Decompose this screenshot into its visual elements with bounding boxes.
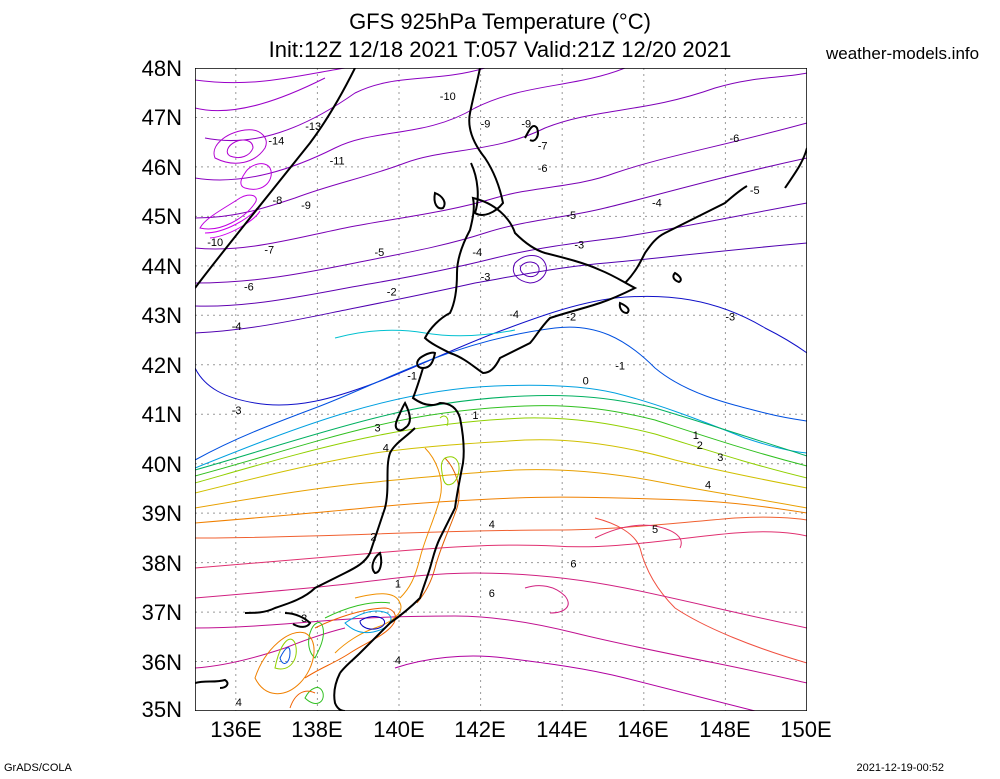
lat-label-36n: 36N bbox=[141, 650, 182, 675]
contour-label: -7 bbox=[538, 141, 548, 153]
contour-label: 5 bbox=[652, 524, 658, 536]
contour-label: 3 bbox=[717, 452, 723, 464]
contour-label: -5 bbox=[566, 210, 576, 222]
contour-label: -3 bbox=[574, 240, 584, 252]
contour-label: -3 bbox=[725, 311, 735, 323]
contour-label: -5 bbox=[375, 247, 385, 259]
lon-label-148e: 148E bbox=[699, 717, 751, 742]
lon-label-140e: 140E bbox=[373, 717, 425, 742]
contour-label: -4 bbox=[652, 198, 662, 210]
contour-label: 6 bbox=[570, 559, 576, 571]
chart-title: GFS 925hPa Temperature (°C) bbox=[349, 9, 651, 34]
grid-lines bbox=[195, 68, 807, 711]
lat-label-41n: 41N bbox=[141, 402, 182, 427]
lat-label-37n: 37N bbox=[141, 600, 182, 625]
contours-cold bbox=[195, 68, 807, 334]
contour-label: 3 bbox=[301, 613, 307, 625]
contour-label: 2 bbox=[370, 531, 376, 543]
lat-label-38n: 38N bbox=[141, 551, 182, 576]
contour-label: -7 bbox=[264, 245, 274, 257]
contour-label: -5 bbox=[750, 185, 760, 197]
contour-label: -10 bbox=[440, 91, 456, 103]
contours-warm bbox=[195, 395, 807, 664]
contour-label: 1 bbox=[472, 410, 478, 422]
lon-label-142e: 142E bbox=[454, 717, 506, 742]
contour-label: 4 bbox=[395, 655, 401, 667]
contours-honshu bbox=[254, 415, 460, 709]
contour-label: -14 bbox=[268, 136, 284, 148]
contour-label: -9 bbox=[481, 118, 491, 130]
lat-label-35n: 35N bbox=[141, 697, 182, 722]
contour-label: -4 bbox=[232, 321, 242, 333]
contour-label: 4 bbox=[236, 697, 242, 709]
contour-labels: -10-13-14-11-9 -9-7-6-6-8 -9-10-7-6-5-5-5-… bbox=[207, 91, 759, 709]
contour-label: -9 bbox=[301, 200, 311, 212]
lon-label-136e: 136E bbox=[210, 717, 262, 742]
contour-label: 4 bbox=[383, 442, 389, 454]
lat-label-44n: 44N bbox=[141, 254, 182, 279]
footer-grads-label: GrADS/COLA bbox=[4, 762, 72, 774]
contour-label: -8 bbox=[273, 195, 283, 207]
lat-label-43n: 43N bbox=[141, 303, 182, 328]
contour-label: 4 bbox=[705, 479, 711, 491]
lat-label-39n: 39N bbox=[141, 501, 182, 526]
contour-label: -2 bbox=[566, 311, 576, 323]
lat-label-46n: 46N bbox=[141, 155, 182, 180]
site-label: weather-models.info bbox=[826, 44, 980, 63]
contour-label: -4 bbox=[509, 309, 519, 321]
contour-label: -2 bbox=[387, 287, 397, 299]
contour-label: 2 bbox=[697, 440, 703, 452]
contour-label: -6 bbox=[730, 133, 740, 145]
contour-label: -3 bbox=[232, 405, 242, 417]
contour-label: -11 bbox=[330, 156, 345, 168]
contour-label: -1 bbox=[407, 371, 417, 383]
contour-label: -6 bbox=[538, 163, 548, 175]
contour-label: -13 bbox=[305, 121, 321, 133]
contours-hot bbox=[195, 524, 807, 711]
contour-label: -1 bbox=[615, 361, 625, 373]
contour-label: 1 bbox=[395, 578, 401, 590]
lon-label-150e: 150E bbox=[780, 717, 832, 742]
lat-label-47n: 47N bbox=[141, 105, 182, 130]
contour-label: 4 bbox=[489, 519, 495, 531]
contour-label: 3 bbox=[375, 423, 381, 435]
footer-timestamp: 2021-12-19-00:52 bbox=[856, 762, 944, 774]
lat-label-40n: 40N bbox=[141, 452, 182, 477]
contour-label: -3 bbox=[481, 272, 491, 284]
lat-label-45n: 45N bbox=[141, 204, 182, 229]
contour-label: 0 bbox=[583, 376, 589, 388]
contour-label: -6 bbox=[244, 282, 254, 294]
lon-label-146e: 146E bbox=[617, 717, 669, 742]
contour-label: -4 bbox=[472, 247, 482, 259]
contour-label: 6 bbox=[489, 588, 495, 600]
coastlines bbox=[195, 68, 807, 711]
chart-subtitle: Init:12Z 12/18 2021 T:057 Valid:21Z 12/2… bbox=[268, 37, 732, 62]
map-frame bbox=[195, 68, 807, 711]
contour-label: -9 bbox=[521, 118, 531, 130]
lon-label-144e: 144E bbox=[536, 717, 588, 742]
lat-label-48n: 48N bbox=[141, 56, 182, 81]
lat-label-42n: 42N bbox=[141, 353, 182, 378]
lon-label-138e: 138E bbox=[291, 717, 343, 742]
contour-label: 1 bbox=[693, 430, 699, 442]
contour-label: -10 bbox=[207, 237, 223, 249]
temperature-map: -10-13-14-11-9 -9-7-6-6-8 -9-10-7-6-5-5-5-… bbox=[195, 68, 807, 711]
